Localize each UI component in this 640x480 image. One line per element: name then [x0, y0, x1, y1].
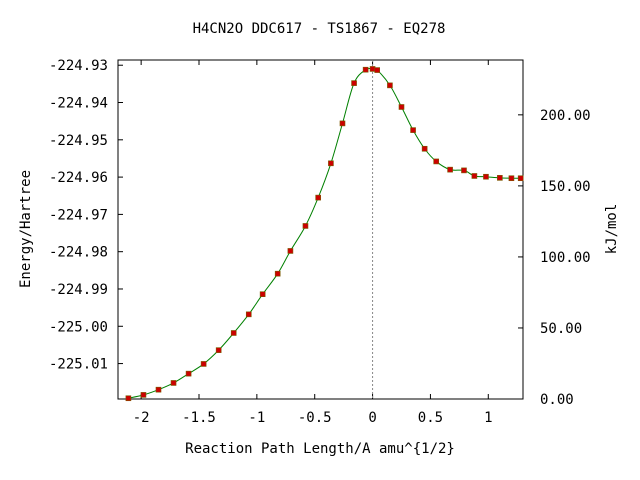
plot-frame	[117, 59, 524, 400]
data-point	[421, 145, 428, 152]
x-tick-label: 1	[484, 410, 492, 426]
y-tick-label: -224.98	[49, 245, 108, 261]
y-tick-label: -224.96	[49, 170, 108, 186]
x-tick-label: 0.5	[418, 410, 443, 426]
data-point	[315, 194, 321, 201]
data-point	[170, 380, 177, 386]
data-point	[230, 330, 237, 336]
y-tick-label: -224.94	[49, 96, 108, 112]
chart-title: H4CN2O DDC617 - TS1867 - EQ278	[193, 21, 446, 37]
data-point	[398, 104, 405, 110]
data-point	[245, 311, 252, 318]
data-point	[215, 347, 222, 353]
y2-axis-label: kJ/mol	[604, 204, 620, 255]
x-tick-label: -1	[248, 410, 265, 426]
data-point	[369, 66, 376, 72]
data-point	[155, 386, 162, 393]
y2-tick-label: 50.00	[540, 321, 582, 337]
y-tick-label: -224.97	[49, 207, 108, 223]
y2-tick-label: 100.00	[540, 250, 591, 266]
y-tick-label: -224.93	[49, 58, 108, 74]
data-point	[447, 166, 453, 173]
y-tick-label: -224.99	[49, 282, 108, 298]
data-point	[185, 370, 192, 377]
data-point	[517, 175, 524, 182]
data-point	[483, 173, 489, 180]
data-point	[374, 67, 381, 73]
data-point	[471, 173, 478, 179]
x-tick-label: -1.5	[182, 410, 216, 426]
data-point	[328, 160, 334, 167]
data-point	[287, 248, 294, 254]
data-point	[433, 158, 440, 165]
y-tick-label: -225.01	[49, 357, 108, 373]
data-point	[387, 82, 393, 89]
x-tick-label: -0.5	[298, 410, 332, 426]
data-point	[274, 270, 281, 277]
series-layer	[125, 60, 524, 402]
x-tick-label: 0	[368, 410, 376, 426]
x-tick-label: -2	[133, 410, 150, 426]
data-point	[140, 392, 147, 398]
data-point	[351, 80, 357, 86]
y2-tick-label: 150.00	[540, 179, 591, 195]
data-point	[259, 291, 266, 298]
y2-tick-label: 0.00	[540, 392, 574, 408]
y2-tick-label: 200.00	[540, 108, 591, 124]
data-point	[362, 66, 369, 73]
y-axis-label: Energy/Hartree	[18, 170, 34, 288]
series-line	[128, 67, 521, 399]
data-point	[461, 167, 467, 174]
y-tick-label: -224.95	[49, 133, 108, 149]
data-point	[410, 127, 416, 133]
data-point	[302, 223, 309, 229]
data-point	[497, 175, 503, 181]
data-point	[339, 120, 346, 127]
axis-ticks: -2 -1.5 -1 -0.5 0 0.5 1 -224.93 -224.94 -224.95 -2…	[49, 58, 591, 426]
data-point	[508, 175, 515, 182]
data-point	[125, 395, 132, 402]
x-axis-label: Reaction Path Length/A amu^{1/2}	[185, 441, 455, 457]
y-tick-label: -225.00	[49, 319, 108, 335]
data-point	[200, 361, 207, 367]
